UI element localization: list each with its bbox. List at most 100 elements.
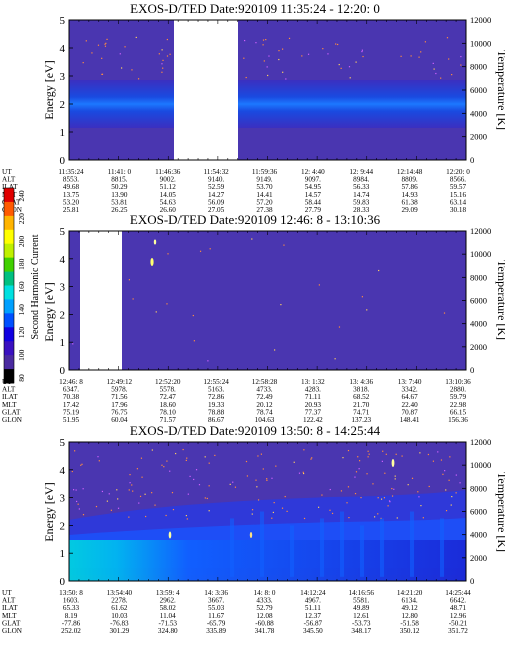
scatter-dot [445, 510, 448, 512]
colorbar-tick-label: 100 [17, 349, 26, 361]
table-cell: 1603. [63, 597, 79, 605]
table-cell: 12.80 [402, 612, 419, 620]
scatter-dot [255, 42, 257, 44]
table-cell: 59.57 [450, 183, 467, 191]
scatter-dot [394, 475, 396, 477]
table-cell: 75.19 [63, 408, 80, 416]
scatter-dot [391, 495, 394, 497]
table-cell: 13.75 [63, 191, 80, 199]
table-cell: 68.52 [353, 393, 370, 401]
colorbar-tick-label: 220 [17, 213, 26, 225]
scatter-dot [401, 455, 403, 457]
scatter-dot [450, 504, 452, 506]
table-cell: 148.41 [400, 416, 420, 424]
table-cell: 14.41 [256, 191, 273, 199]
streak [230, 518, 234, 577]
colorbar-segment [4, 271, 14, 286]
scatter-dot [155, 311, 157, 313]
table-cell: 2880. [450, 386, 466, 394]
scatter-dot [144, 493, 146, 495]
table-cell: 6134. [402, 597, 418, 605]
table-row-label: ILAT [2, 393, 18, 401]
colorbar-label: Second Harmonic Current [30, 234, 41, 339]
scatter-dot [361, 49, 363, 51]
panel-3-ylabel-right: Temperature [K] [495, 472, 505, 552]
scatter-dot [366, 309, 368, 311]
table-cell: 14:12:24 [300, 589, 326, 597]
scatter-dot [267, 74, 269, 77]
scatter-dot [251, 513, 253, 515]
right-tick-label: 0 [470, 365, 474, 375]
table-cell: 345.50 [303, 627, 323, 635]
scatter-dot [338, 63, 340, 66]
table-cell: 77.37 [305, 408, 322, 416]
scatter-dot [95, 505, 98, 508]
scatter-dot [208, 462, 210, 464]
scatter-dot [77, 503, 79, 505]
scatter-dot [256, 486, 258, 488]
table-cell: 5163. [208, 386, 224, 394]
scatter-dot [334, 358, 336, 360]
scatter-dot [327, 53, 329, 55]
scatter-dot [104, 43, 106, 45]
colorbar-frame [3, 187, 15, 384]
table-row-label: ALT [2, 176, 16, 184]
table-cell: 14.05 [160, 191, 177, 199]
table-cell: 8809. [402, 176, 418, 184]
table-cell: 74.71 [353, 408, 370, 416]
panel-2-plot: Energy [eV] Temperature [K] 0 1 2 3 4 5 0 2000… [42, 226, 505, 377]
right-tick-label: 4000 [470, 319, 487, 329]
table-cell: 70.38 [63, 393, 80, 401]
panel-1-data-gap [174, 20, 238, 160]
scatter-dot [329, 488, 331, 491]
scatter-dot [432, 460, 435, 462]
right-tick-label: 6000 [470, 296, 487, 306]
panel-2-hotspot [153, 239, 157, 245]
scatter-dot [166, 55, 169, 57]
right-tick-label: 4000 [470, 108, 487, 118]
table-cell: 52.79 [256, 604, 273, 612]
table-cell: 6347. [63, 386, 79, 394]
scatter-dot [354, 476, 356, 478]
table-row-label: GLON [2, 627, 23, 635]
scatter-dot [229, 483, 231, 485]
scatter-dot [368, 453, 370, 455]
scatter-dot [129, 473, 131, 476]
table-cell: 14: 8: 0 [254, 589, 276, 597]
scatter-dot [298, 472, 301, 474]
table-cell: -65.79 [207, 619, 226, 627]
scatter-dot [460, 55, 462, 58]
table-cell: 58.02 [160, 604, 177, 612]
scatter-dot [301, 55, 303, 57]
table-cell: 156.36 [448, 416, 468, 424]
scatter-dot [293, 461, 295, 463]
panel-1-orbit-table: UT 11:35:24 11:41: 0 11:46:36 11:54:32 11:59:… [2, 168, 470, 214]
ytick-label: 5 [60, 15, 66, 27]
table-cell: 12.96 [450, 612, 467, 620]
scatter-dot [106, 500, 108, 502]
panel-2-yticks: 0 1 2 3 4 5 [60, 226, 467, 377]
scatter-dot [329, 509, 331, 511]
table-cell: 26.60 [160, 206, 177, 214]
ytick-label: 4 [60, 465, 66, 477]
table-cell: -50.21 [449, 619, 468, 627]
scatter-dot [455, 492, 457, 494]
table-cell: 55.03 [208, 604, 225, 612]
table-cell: 8553. [63, 176, 79, 184]
scatter-dot [245, 460, 248, 463]
colorbar-tick-label: 80 [17, 374, 26, 382]
scatter-dot [417, 491, 419, 493]
scatter-dot [322, 48, 324, 50]
table-cell: -53.73 [352, 619, 371, 627]
scatter-dot [389, 501, 391, 503]
scatter-dot [310, 458, 312, 460]
scatter-dot [391, 487, 393, 490]
scatter-dot [355, 61, 357, 63]
scatter-dot [281, 507, 284, 509]
table-cell: 70.87 [402, 408, 419, 416]
colorbar-segment [4, 327, 14, 342]
ytick-label: 3 [60, 282, 66, 294]
table-cell: 71.56 [111, 393, 128, 401]
scatter-dot [204, 456, 206, 458]
colorbar-tick-label: 200 [17, 236, 26, 248]
